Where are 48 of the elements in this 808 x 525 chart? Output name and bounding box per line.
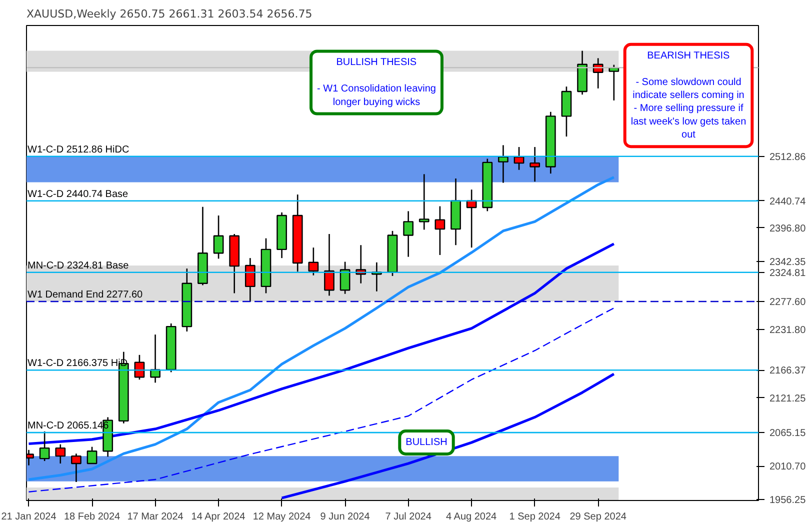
chart-title: XAUUSD,Weekly 2650.75 2661.31 2603.54 2656.75	[26, 8, 312, 20]
candlestick	[244, 257, 256, 303]
candlestick	[324, 233, 334, 296]
y-tick-label: 1956.25	[770, 495, 806, 506]
candlestick	[498, 144, 508, 184]
candlestick	[403, 210, 414, 258]
text: BEARISH THESIS - Some slowdown could indicate sellers coming in - More selling pressure if last week's low gets taken out	[630, 50, 746, 141]
x-tick-label: 9 Jun 2024	[320, 512, 370, 522]
candlestick	[39, 430, 50, 462]
candlestick	[530, 146, 540, 182]
candlestick	[418, 174, 430, 230]
y-tick-label: 2166.37	[770, 366, 806, 377]
x-tick-label: 29 Sep 2024	[570, 512, 627, 522]
x-tick-label: 4 Aug 2024	[446, 512, 498, 522]
line-series	[27, 176, 616, 481]
x-tick-label: 17 Mar 2024	[127, 512, 184, 522]
x-tick-label: 1 Sep 2024	[509, 512, 561, 522]
candlestick	[55, 444, 66, 464]
text: BULLISH THESIS - W1 Consolidation leaving longer buying wicks	[317, 57, 436, 108]
candlestick	[213, 214, 224, 260]
candlestick	[308, 246, 319, 276]
y-tick-label: 2512.86	[770, 152, 806, 163]
y-tick-label: 2342.35	[770, 257, 806, 268]
y-tick-label: 2440.74	[770, 196, 806, 208]
ref-line-label: MN-C-D 2324.81 Base	[28, 260, 130, 272]
candlestick	[340, 261, 350, 294]
y-tick-label: 2277.60	[770, 296, 806, 308]
x-tick-label: 21 Jan 2024	[1, 512, 57, 522]
y-tick-label: 2121.25	[770, 393, 806, 404]
y-tick-label: 2396.80	[770, 223, 806, 234]
x-tick-label: 12 May 2024	[252, 512, 312, 522]
y-tick-label: 2065.15	[770, 428, 806, 440]
y-tick-label: 2231.80	[770, 325, 806, 336]
x-tick-label: 18 Feb 2024	[64, 512, 121, 522]
y-tick-label: 2324.81	[770, 268, 806, 279]
ref-line-label: W1 Demand End 2277.60	[28, 289, 144, 300]
x-tick-label: 14 Apr 2024	[191, 512, 246, 522]
line-series	[28, 307, 615, 492]
line-series	[280, 372, 616, 500]
x-tick-label: 7 Jul 2024	[385, 512, 432, 522]
candlestick	[86, 446, 98, 464]
ref-line-label: W1-C-D 2440.74 Base	[28, 188, 129, 200]
candlestick	[71, 452, 82, 483]
candlestick	[434, 206, 446, 256]
ref-line-label: W1-C-D 2512.86 HiDC	[28, 144, 130, 156]
y-tick-label: 2010.70	[770, 462, 806, 473]
annotation: BULLISH	[406, 437, 448, 448]
line-series	[27, 242, 616, 446]
